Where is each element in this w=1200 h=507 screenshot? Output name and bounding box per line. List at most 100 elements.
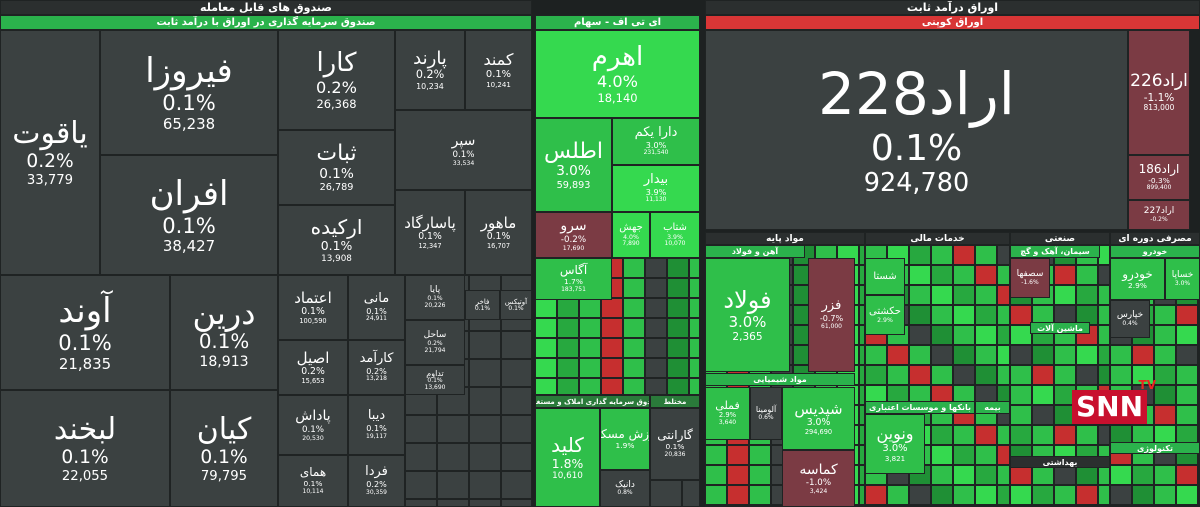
cell: [645, 318, 667, 338]
tile-name: آوتیکس: [504, 297, 528, 306]
tile: ساحل 0.2% 21,794: [405, 320, 465, 365]
tile-value: 79,795: [200, 468, 248, 484]
cell: [689, 258, 700, 278]
cell: [601, 358, 623, 378]
tile-name: درین: [192, 293, 256, 332]
tile-change: 3.0%: [1174, 279, 1191, 287]
cell: [1032, 405, 1054, 425]
cell: [859, 465, 865, 485]
tile-name: خودرو: [1122, 266, 1153, 281]
cell: [1098, 345, 1110, 365]
tile: خپارس 0.4%: [1110, 300, 1150, 338]
cell: [931, 305, 953, 325]
cell: [1010, 365, 1032, 385]
tile: ارزش مسکن1.9%: [600, 408, 650, 470]
tile-change: 3.9%: [645, 187, 667, 197]
cell: [727, 485, 749, 505]
cell: [469, 471, 501, 499]
cell: [601, 298, 623, 318]
cell: [645, 278, 667, 298]
tile: شپدیس 3.0% 294,690: [782, 387, 855, 450]
cell: [1176, 385, 1198, 405]
tile-name: اعتماد: [294, 288, 332, 307]
tile-change: -0.2%: [560, 234, 587, 245]
cell: [437, 471, 469, 499]
tile-name: پایا: [429, 285, 441, 296]
tile: شستا: [865, 258, 905, 295]
tile-value: 7,890: [622, 239, 640, 247]
tile: فولاد 3.0% 2,365: [705, 258, 790, 372]
cell: [727, 445, 749, 465]
cell: [859, 285, 865, 305]
cell: [579, 358, 601, 378]
cell: [1076, 425, 1098, 445]
tile-change: 0.1%: [301, 305, 325, 317]
cell: [909, 265, 931, 285]
cell: [601, 378, 623, 395]
tile-name: سصفها: [1016, 269, 1044, 280]
tile-name: حکشتی: [869, 305, 901, 317]
cell: [997, 285, 1010, 305]
tile-name: خساپا: [1171, 270, 1194, 281]
tile: پایا 0.1% 20,226: [405, 275, 465, 320]
cell: [1098, 465, 1110, 485]
tile-change: 0.1%: [61, 447, 109, 469]
cell: [557, 358, 579, 378]
cell: [501, 499, 532, 507]
tile-value: 10,241: [486, 79, 511, 89]
tile: اراد227 -0.2%: [1128, 200, 1190, 230]
cell: [469, 331, 501, 359]
tile: فاخر 0.1%: [465, 290, 500, 320]
cell: [887, 365, 909, 385]
tile-value: 13,690: [424, 383, 446, 391]
tile-value: 38,427: [162, 237, 216, 256]
cell: [667, 358, 689, 378]
cell: [469, 499, 501, 507]
tile-change: 3.0%: [556, 163, 591, 180]
tile-value: 59,893: [556, 179, 591, 191]
cell: [953, 265, 975, 285]
tile-change: 0.4%: [1122, 319, 1138, 327]
tile: پاداش 0.1% 20,530: [278, 395, 348, 455]
tile-change: 1.7%: [564, 277, 583, 287]
tile-change: -0.2%: [1150, 215, 1168, 223]
tile: بیدار 3.9% 11,130: [612, 165, 700, 212]
group-header: خدمات مالی: [865, 232, 1010, 245]
tile-name: سرو: [560, 218, 587, 235]
cell: [931, 245, 953, 265]
tile-value: 16,707: [486, 241, 511, 250]
tile-value: 294,690: [804, 427, 833, 436]
tile: اصیل 0.2% 15,653: [278, 340, 348, 395]
tile: دانیک 0.8%: [600, 470, 650, 507]
cell: [931, 465, 953, 485]
tile: آلومینا 0.6%: [750, 387, 782, 440]
cell: [859, 245, 865, 265]
tile: شتاب 3.9% 10,070: [650, 212, 700, 258]
tile-name: کمند: [483, 50, 514, 70]
cell: [501, 331, 532, 359]
cell: [931, 325, 953, 345]
cell: [623, 338, 645, 358]
cell: [859, 385, 865, 405]
tile-value: 183,751: [561, 285, 586, 293]
cell: [1032, 425, 1054, 445]
cell: [623, 258, 645, 278]
cell: [865, 345, 887, 365]
tile-value: 2,365: [732, 331, 763, 344]
tile: فزر -0.7% 61,000: [808, 258, 855, 372]
group-header: اوراق کوپنی: [705, 15, 1200, 30]
cell: [557, 298, 579, 318]
cell: [1098, 365, 1110, 385]
cell: [1054, 345, 1076, 365]
cell: [887, 485, 909, 505]
cell: [1154, 345, 1176, 365]
tile-name: آوند: [58, 291, 112, 332]
tile-name: شپدیس: [794, 399, 843, 418]
tile-name: ماهور: [480, 213, 517, 232]
tile-value: 17,690: [562, 244, 585, 252]
cell: [501, 359, 532, 387]
tile-name: همای: [299, 465, 327, 480]
cell: [931, 485, 953, 505]
cell: [997, 305, 1010, 325]
cell: [953, 445, 975, 465]
